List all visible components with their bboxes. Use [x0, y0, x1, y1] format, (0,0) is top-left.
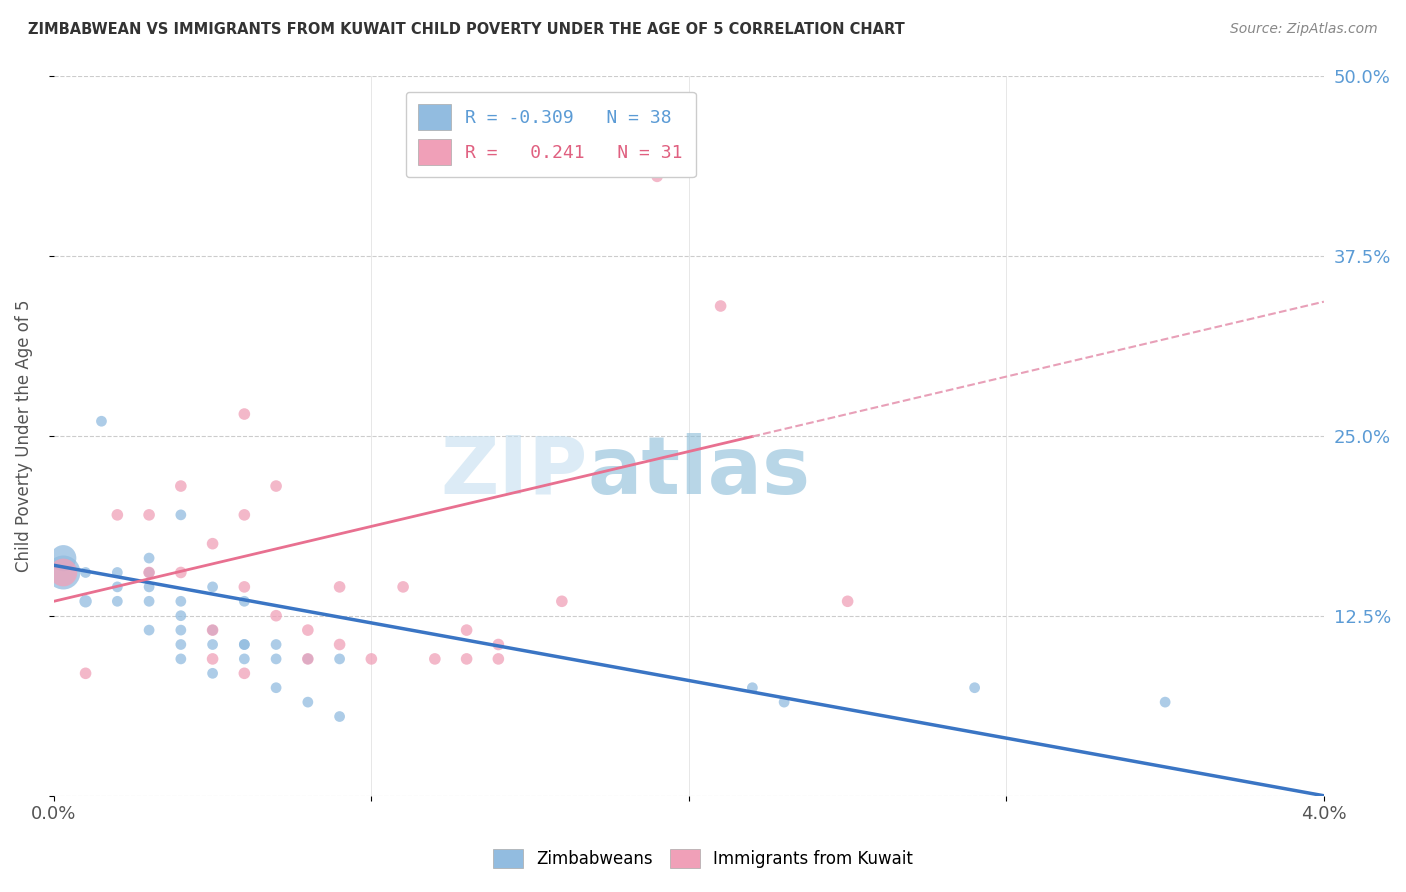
Text: Source: ZipAtlas.com: Source: ZipAtlas.com [1230, 22, 1378, 37]
Point [837, 594, 859, 608]
Point [329, 638, 352, 652]
Point [201, 580, 224, 594]
Point [105, 566, 128, 580]
Point [75, 566, 97, 580]
Point [456, 623, 478, 637]
Text: atlas: atlas [588, 433, 810, 510]
Point [392, 580, 415, 594]
Point [138, 551, 160, 566]
Point [170, 652, 193, 666]
Point [456, 652, 478, 666]
Point [52, 551, 75, 566]
Point [297, 695, 319, 709]
Point [486, 652, 509, 666]
Point [233, 666, 256, 681]
Point [329, 580, 352, 594]
Point [264, 652, 287, 666]
Point [52, 566, 75, 580]
Point [963, 681, 986, 695]
Point [90, 414, 112, 428]
Point [170, 594, 193, 608]
Point [138, 623, 160, 637]
Point [551, 594, 574, 608]
Point [264, 479, 287, 493]
Point [233, 638, 256, 652]
Point [170, 608, 193, 623]
Point [201, 623, 224, 637]
Point [105, 580, 128, 594]
Point [645, 169, 668, 184]
Text: ZIP: ZIP [440, 433, 588, 510]
Point [138, 594, 160, 608]
Point [264, 681, 287, 695]
Point [423, 652, 446, 666]
Point [297, 652, 319, 666]
Point [138, 566, 160, 580]
Point [710, 299, 733, 313]
Point [201, 623, 224, 637]
Point [233, 407, 256, 421]
Point [1154, 695, 1177, 709]
Point [233, 580, 256, 594]
Point [773, 695, 796, 709]
Point [201, 652, 224, 666]
Point [170, 566, 193, 580]
Point [105, 594, 128, 608]
Y-axis label: Child Poverty Under the Age of 5: Child Poverty Under the Age of 5 [15, 300, 32, 572]
Point [264, 608, 287, 623]
Point [170, 638, 193, 652]
Point [233, 638, 256, 652]
Legend: Zimbabweans, Immigrants from Kuwait: Zimbabweans, Immigrants from Kuwait [486, 842, 920, 875]
Point [329, 709, 352, 723]
Point [201, 666, 224, 681]
Point [75, 666, 97, 681]
Point [233, 508, 256, 522]
Point [741, 681, 763, 695]
Point [233, 652, 256, 666]
Point [138, 580, 160, 594]
Point [233, 594, 256, 608]
Point [138, 566, 160, 580]
Point [264, 638, 287, 652]
Point [52, 566, 75, 580]
Point [329, 652, 352, 666]
Point [297, 652, 319, 666]
Legend: R = -0.309   N = 38, R =   0.241   N = 31: R = -0.309 N = 38, R = 0.241 N = 31 [406, 92, 696, 178]
Point [360, 652, 382, 666]
Point [297, 623, 319, 637]
Point [170, 623, 193, 637]
Point [138, 508, 160, 522]
Point [170, 479, 193, 493]
Point [75, 594, 97, 608]
Point [170, 508, 193, 522]
Point [105, 508, 128, 522]
Text: ZIMBABWEAN VS IMMIGRANTS FROM KUWAIT CHILD POVERTY UNDER THE AGE OF 5 CORRELATIO: ZIMBABWEAN VS IMMIGRANTS FROM KUWAIT CHI… [28, 22, 905, 37]
Point [486, 638, 509, 652]
Point [201, 537, 224, 551]
Point [201, 638, 224, 652]
